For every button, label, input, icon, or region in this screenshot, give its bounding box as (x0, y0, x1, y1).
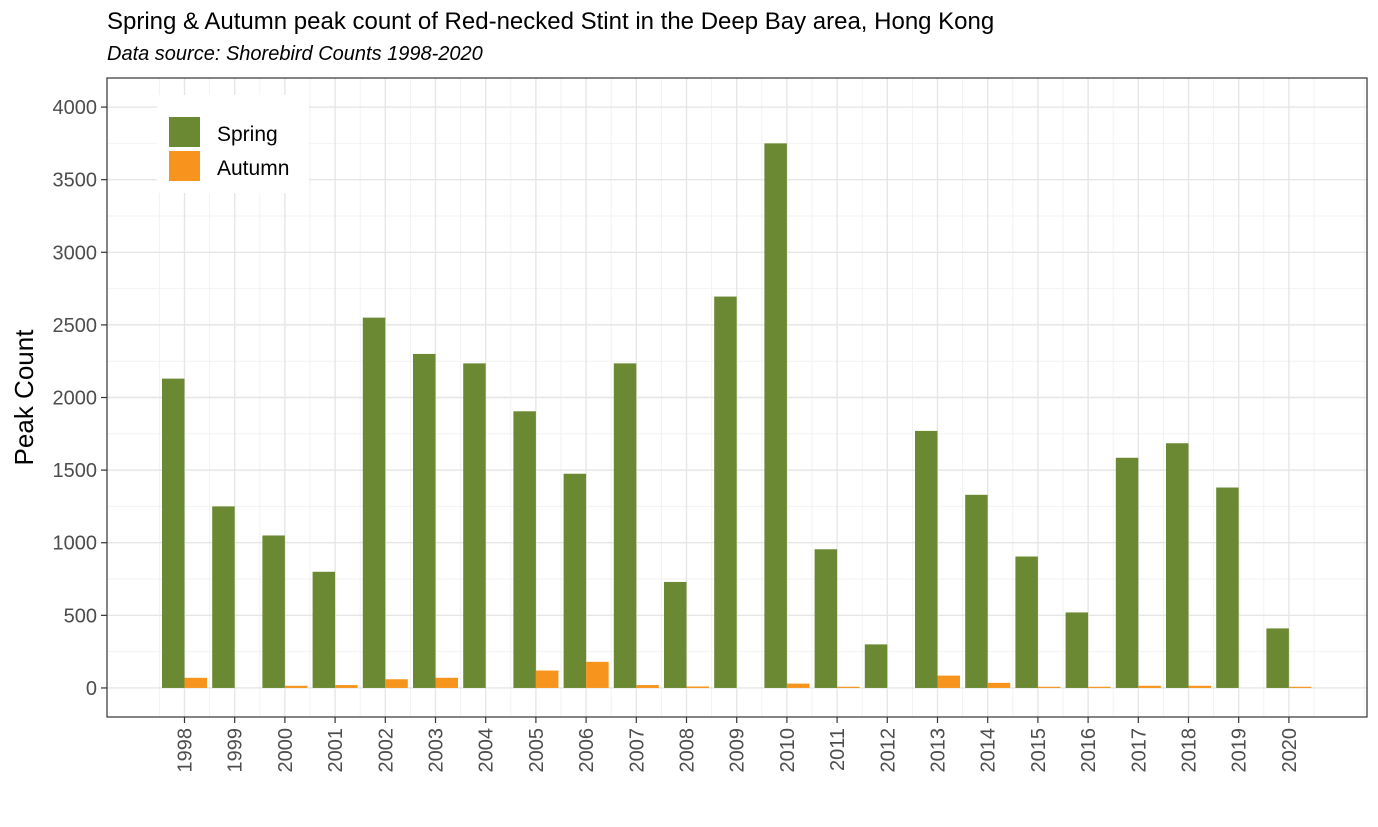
y-tick-label: 500 (64, 605, 97, 627)
x-tick-label: 2008 (677, 728, 699, 773)
x-tick-label: 2011 (827, 728, 849, 771)
bar-autumn-2017 (1138, 685, 1161, 688)
legend-label-spring: Spring (217, 123, 278, 146)
bar-spring-2001 (312, 571, 336, 688)
bar-spring-2010 (764, 143, 787, 688)
bar-spring-2000 (262, 535, 285, 688)
bar-autumn-1998 (184, 677, 207, 688)
bar-spring-2002 (362, 317, 386, 688)
bar-spring-2019 (1216, 487, 1239, 688)
bar-autumn-2007 (636, 685, 659, 688)
y-tick-label: 3500 (53, 170, 98, 192)
bar-spring-2006 (563, 473, 587, 688)
bar-autumn-2016 (1088, 686, 1111, 688)
x-tick-label: 2005 (526, 728, 548, 773)
x-tick-label: 2004 (476, 728, 498, 773)
bar-autumn-2011 (837, 686, 860, 688)
x-tick-label: 2007 (626, 728, 648, 773)
bar-autumn-2000 (284, 685, 308, 688)
bar-spring-2008 (664, 581, 687, 688)
y-tick-label: 3000 (53, 242, 98, 264)
x-tick-label: 2018 (1179, 728, 1201, 773)
legend-key-autumn (169, 151, 200, 181)
x-tick-label: 2000 (275, 728, 297, 773)
x-tick-label: 2003 (426, 728, 448, 773)
y-tick-label: 2000 (53, 388, 98, 410)
bar-spring-2007 (613, 363, 637, 688)
y-tick-label: 1500 (53, 460, 98, 482)
x-tick-label: 1998 (175, 728, 197, 773)
bar-spring-2014 (965, 494, 988, 688)
x-tick-label: 2002 (375, 728, 397, 773)
legend-key-spring (169, 117, 200, 147)
bar-spring-2015 (1015, 556, 1038, 688)
x-tick-label: 1999 (225, 728, 247, 773)
bar-autumn-2005 (535, 670, 559, 688)
legend-label-autumn: Autumn (217, 157, 289, 180)
x-tick-label: 2010 (777, 728, 799, 773)
y-axis-label: Peak Count (9, 329, 39, 466)
x-tick-label: 2017 (1128, 728, 1150, 773)
bar-autumn-2001 (335, 685, 358, 688)
bar-spring-2013 (915, 430, 938, 688)
x-tick-label: 2001 (325, 728, 347, 773)
x-tick-label: 2012 (877, 728, 899, 773)
bar-spring-2005 (513, 411, 536, 688)
y-tick-label: 2500 (53, 315, 98, 337)
bar-autumn-2006 (586, 661, 609, 688)
y-tick-label: 4000 (53, 97, 98, 119)
chart-title: Spring & Autumn peak count of Red-necked… (107, 8, 995, 35)
x-tick-label: 2013 (928, 728, 950, 773)
bar-spring-2017 (1115, 457, 1139, 688)
x-tick-label: 2020 (1279, 728, 1301, 773)
bar-autumn-2010 (786, 683, 810, 688)
bar-autumn-2014 (987, 682, 1011, 688)
bar-spring-2020 (1266, 628, 1289, 688)
x-tick-label: 2014 (978, 728, 1000, 773)
bar-spring-2012 (864, 644, 888, 688)
x-tick-label: 2006 (576, 728, 598, 773)
chart-subtitle: Data source: Shorebird Counts 1998-2020 (107, 43, 483, 65)
bar-spring-2003 (413, 353, 436, 688)
bar-autumn-2015 (1037, 686, 1061, 688)
bar-spring-2018 (1166, 443, 1189, 688)
bar-autumn-2002 (385, 679, 408, 688)
y-tick-label: 0 (86, 678, 97, 700)
bar-autumn-2018 (1188, 685, 1211, 688)
x-tick-label: 2016 (1078, 728, 1100, 773)
bar-spring-1998 (162, 378, 185, 688)
bar-autumn-2020 (1288, 686, 1312, 688)
bar-autumn-2013 (937, 675, 960, 688)
legend: Spring Autumn (157, 95, 309, 193)
bar-spring-2011 (814, 549, 838, 688)
x-tick-label: 2019 (1229, 728, 1251, 773)
y-tick-label: 1000 (53, 533, 98, 555)
bar-spring-1999 (212, 506, 235, 688)
bar-spring-2016 (1065, 612, 1089, 688)
x-tick-label: 2015 (1028, 728, 1050, 773)
bar-spring-2004 (463, 363, 486, 688)
x-tick-label: 2009 (727, 728, 749, 773)
bar-spring-2009 (714, 296, 737, 688)
bar-autumn-2008 (686, 686, 709, 688)
bar-autumn-2003 (435, 677, 458, 688)
